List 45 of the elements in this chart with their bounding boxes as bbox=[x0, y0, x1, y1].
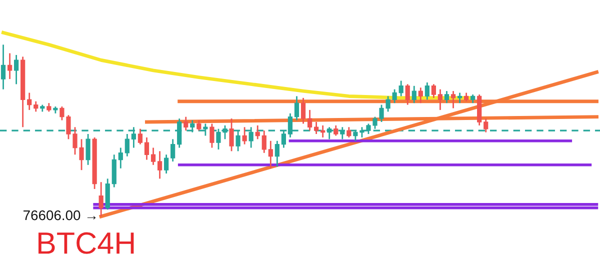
annotation: 76606.00 → bbox=[24, 210, 96, 220]
candlestick bbox=[144, 136, 150, 160]
candlestick bbox=[210, 122, 214, 148]
candlestick bbox=[34, 100, 38, 112]
candlestick bbox=[424, 82, 430, 100]
candlestick bbox=[398, 80, 404, 97]
candlestick bbox=[14, 54, 19, 85]
candlestick bbox=[196, 120, 202, 132]
candlestick bbox=[229, 118, 234, 152]
candlestick bbox=[27, 92, 32, 111]
candlestick bbox=[268, 140, 273, 170]
candlestick bbox=[418, 86, 423, 104]
candlestick bbox=[98, 181, 104, 218]
candlestick bbox=[457, 92, 462, 104]
candlestick bbox=[431, 83, 436, 99]
candlestick bbox=[294, 96, 300, 121]
candlestick bbox=[124, 133, 130, 158]
candlestick bbox=[184, 116, 188, 132]
candlestick bbox=[255, 124, 260, 140]
candlestick bbox=[274, 140, 280, 168]
candlestick bbox=[346, 126, 352, 138]
candlestick bbox=[118, 147, 123, 170]
candlestick bbox=[438, 88, 443, 111]
candlestick bbox=[157, 150, 162, 180]
candlestick bbox=[164, 154, 169, 174]
candlestick bbox=[307, 109, 312, 132]
candlestick bbox=[300, 97, 306, 124]
candlestick bbox=[444, 90, 450, 104]
text: BTC4H bbox=[38, 232, 134, 254]
candlestick bbox=[7, 52, 12, 80]
candlestick bbox=[334, 124, 338, 136]
candlestick bbox=[138, 128, 143, 146]
candlestick bbox=[0, 44, 6, 90]
candlestick bbox=[320, 124, 326, 138]
candlestick bbox=[262, 130, 266, 154]
candlestick bbox=[484, 118, 488, 133]
candlestick bbox=[405, 83, 410, 106]
candlestick bbox=[392, 88, 397, 104]
candlestick bbox=[170, 138, 176, 162]
candlestick bbox=[450, 90, 456, 109]
candlestick bbox=[150, 147, 156, 166]
candlestick bbox=[412, 85, 416, 104]
candlestick bbox=[314, 121, 319, 135]
candlestick bbox=[242, 126, 247, 146]
candlestick bbox=[86, 133, 90, 166]
